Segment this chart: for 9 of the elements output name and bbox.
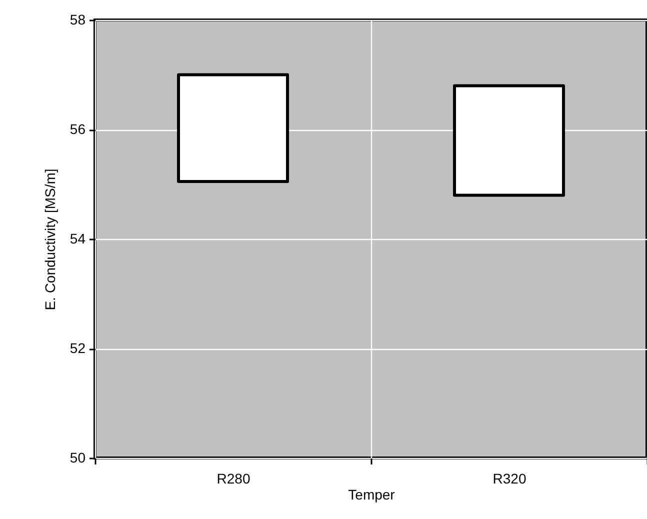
y-tick-label: 58 (70, 12, 86, 28)
y-axis-title: E. Conductivity [MS/m] (42, 168, 58, 310)
x-axis-title: Temper (348, 486, 396, 502)
x-tick-label: R280 (216, 470, 250, 486)
x-tick-label: R320 (492, 470, 526, 486)
y-tick-label: 50 (70, 450, 86, 466)
y-tick-label: 52 (70, 340, 86, 356)
y-tick-label: 56 (70, 121, 86, 137)
y-tick-label: 54 (70, 230, 86, 246)
